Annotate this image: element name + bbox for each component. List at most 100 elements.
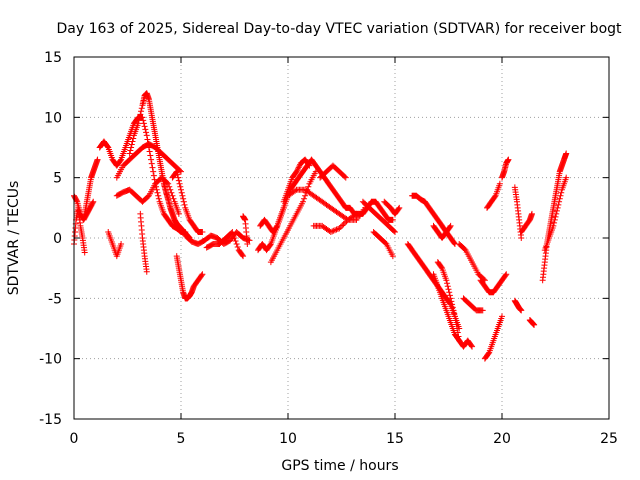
data-point xyxy=(179,192,186,199)
data-point xyxy=(551,219,558,226)
data-point xyxy=(352,211,359,218)
data-point xyxy=(392,228,398,235)
data-point xyxy=(180,195,187,202)
data-point xyxy=(73,197,80,204)
data-point xyxy=(90,198,97,205)
data-point xyxy=(168,189,175,196)
data-point xyxy=(129,138,136,145)
data-point xyxy=(89,199,96,206)
data-point xyxy=(479,307,486,314)
data-point xyxy=(342,219,349,226)
data-point xyxy=(150,168,157,175)
series-arc-m xyxy=(203,228,247,260)
series-arc-j xyxy=(105,228,125,260)
data-point xyxy=(454,329,461,336)
data-point xyxy=(104,143,111,150)
data-point xyxy=(448,298,455,305)
data-point xyxy=(563,150,570,157)
data-point xyxy=(294,165,301,172)
data-point xyxy=(443,277,450,284)
data-point xyxy=(150,172,157,179)
data-point xyxy=(135,117,142,124)
data-point xyxy=(154,189,161,196)
data-point xyxy=(330,227,337,234)
series-arc-q xyxy=(280,156,313,205)
data-point xyxy=(231,235,238,241)
data-point xyxy=(301,195,308,202)
data-point xyxy=(198,272,205,279)
series-arc-r xyxy=(285,186,369,223)
data-point xyxy=(177,183,184,190)
series-arc-aj xyxy=(511,184,525,241)
data-point xyxy=(451,310,458,317)
data-point xyxy=(553,207,560,214)
data-point xyxy=(461,246,468,253)
data-point xyxy=(199,271,206,278)
data-point xyxy=(178,186,184,193)
data-point xyxy=(337,223,344,230)
data-point xyxy=(234,244,241,251)
data-point xyxy=(295,164,302,171)
data-point xyxy=(175,210,182,217)
data-point xyxy=(327,228,334,235)
data-point xyxy=(503,271,510,278)
series-arc-ag xyxy=(481,313,505,362)
data-point xyxy=(302,192,309,199)
data-point xyxy=(550,222,557,229)
data-point xyxy=(445,286,452,293)
data-point xyxy=(531,321,538,328)
data-point xyxy=(505,156,512,163)
axis-ticks xyxy=(73,56,610,420)
data-point xyxy=(446,292,453,299)
data-point xyxy=(118,241,125,248)
data-point xyxy=(292,187,299,194)
data-point xyxy=(333,226,340,233)
series-arc-w xyxy=(381,198,403,217)
data-point xyxy=(554,204,561,211)
data-point xyxy=(329,228,336,235)
series-arc-ai xyxy=(499,156,512,181)
data-point xyxy=(305,183,312,190)
data-point xyxy=(340,221,347,228)
x-tick-label: 0 xyxy=(70,431,79,447)
data-point xyxy=(552,213,559,220)
data-point xyxy=(563,174,570,181)
data-point xyxy=(299,198,306,205)
data-point xyxy=(312,168,319,175)
data-point xyxy=(444,283,451,290)
y-tick-label: -15 xyxy=(39,412,62,428)
data-point xyxy=(273,223,280,230)
data-point xyxy=(496,180,503,187)
data-point xyxy=(296,163,303,170)
series-arc-k xyxy=(137,210,150,275)
series-arc-am xyxy=(526,317,538,328)
data-point xyxy=(336,225,343,232)
data-point xyxy=(468,342,475,349)
data-point xyxy=(455,333,462,340)
data-point xyxy=(528,210,535,217)
data-point xyxy=(491,193,498,200)
y-tick-label: -10 xyxy=(39,352,62,368)
data-point xyxy=(551,216,558,223)
series-arc-g xyxy=(113,174,182,217)
series-arc-ah xyxy=(484,180,503,211)
data-point xyxy=(556,198,563,205)
data-point xyxy=(176,180,183,187)
data-point xyxy=(390,227,397,234)
data-point xyxy=(240,253,247,260)
data-point xyxy=(140,120,147,127)
data-point xyxy=(556,195,563,202)
data-point xyxy=(447,295,454,302)
data-point xyxy=(127,147,134,154)
data-point xyxy=(138,108,145,115)
grid-lines xyxy=(74,57,609,419)
data-point xyxy=(128,141,135,148)
data-point xyxy=(180,198,187,205)
data-point xyxy=(451,313,458,320)
data-point xyxy=(518,307,525,314)
data-point xyxy=(136,114,143,121)
series-arc-v xyxy=(359,198,398,235)
data-point xyxy=(558,189,565,196)
data-point xyxy=(332,227,339,234)
data-point xyxy=(294,167,301,174)
